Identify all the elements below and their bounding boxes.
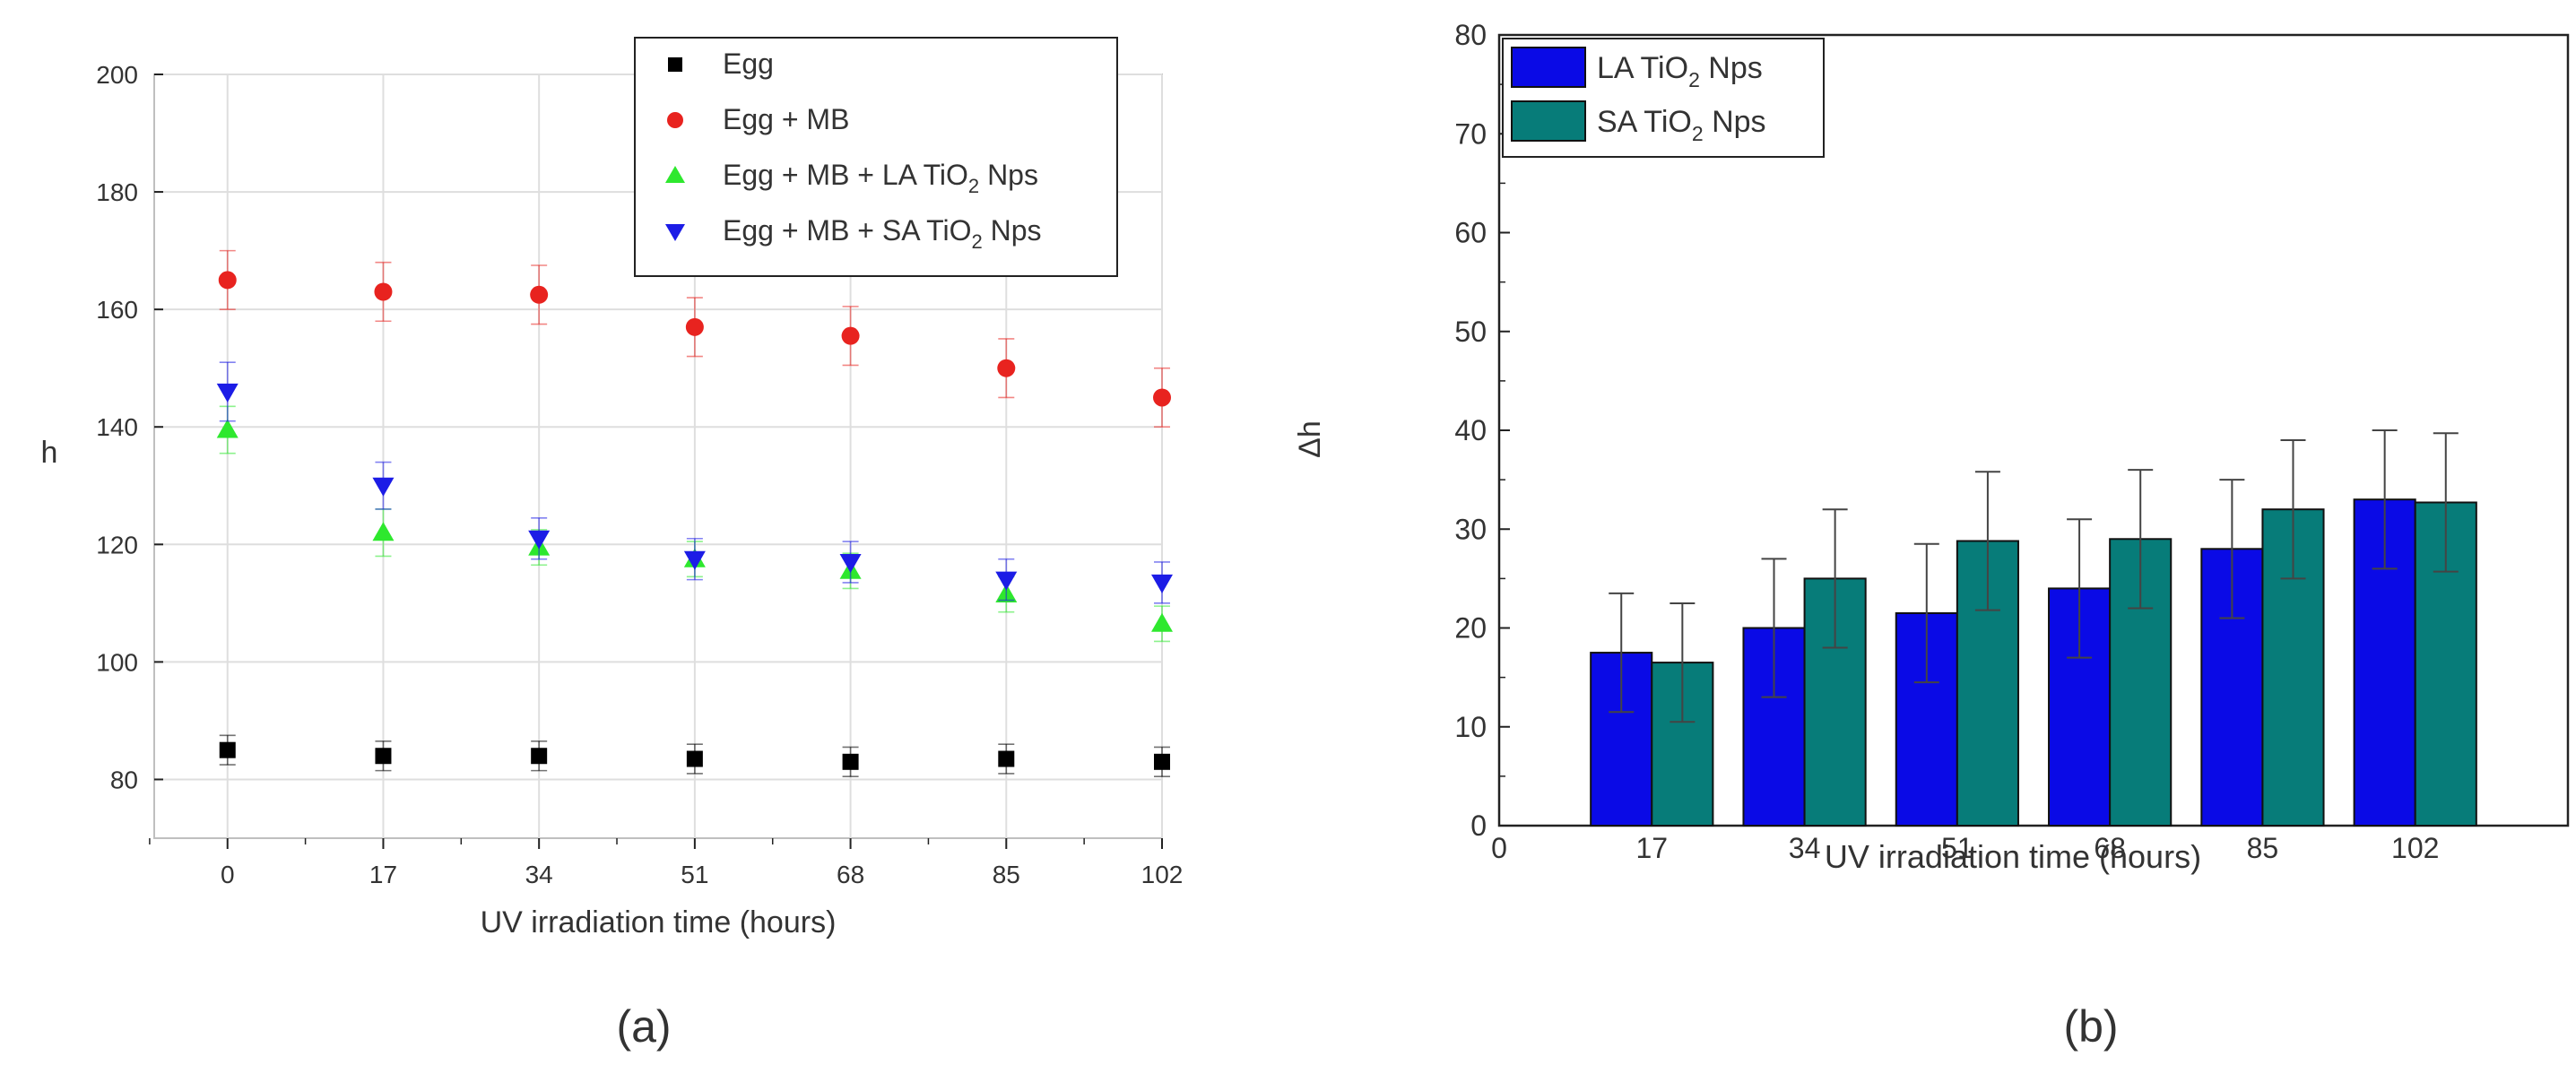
a-point-egg-mb-la-tio2-nps-17 — [372, 522, 395, 541]
a-point-egg-mb-102 — [1153, 388, 1171, 407]
b-error-bar — [2372, 429, 2398, 570]
a-point-egg-0 — [219, 741, 236, 758]
a-x-tick-label-51: 51 — [681, 861, 708, 888]
b-y-tick-label-80: 80 — [1454, 19, 1487, 51]
a-y-tick-label-200: 200 — [96, 61, 138, 89]
panel-a-axes: 80 100 120 140 160 180 200 0 17 34 51 68 85 102 — [96, 61, 1183, 888]
a-legend-entry-egg-mb: Egg + MB — [723, 103, 849, 135]
a-x-tick-label-34: 34 — [525, 861, 553, 888]
a-y-tick-label-180: 180 — [96, 178, 138, 206]
a-point-egg-mb-sa-tio2-nps-34 — [528, 530, 551, 550]
a-point-egg-mb-sa-tio2-nps-102 — [1151, 574, 1173, 593]
b-error-bar — [1609, 592, 1635, 714]
a-legend-swatch-egg-mb-sa-tio2-nps — [665, 224, 685, 241]
b-error-bar — [2067, 518, 2093, 659]
a-point-egg-68 — [842, 753, 859, 770]
panel-a-data-series — [216, 249, 1173, 777]
a-x-tick-label-85: 85 — [993, 861, 1020, 888]
b-x-tick-label-51: 51 — [1941, 832, 1973, 864]
a-legend-entry-egg: Egg — [723, 48, 774, 80]
panel-b-axes: 0 10 20 30 40 50 60 70 80 0 17 34 51 68 85 102 — [1454, 19, 2439, 864]
b-x-tick-label-34: 34 — [1789, 832, 1821, 864]
b-error-bar — [1974, 471, 2000, 611]
b-error-bar — [1761, 558, 1787, 698]
b-error-bar — [1913, 542, 1939, 684]
a-point-egg-mb-sa-tio2-nps-51 — [683, 550, 706, 570]
b-legend-entry-la-tio2-nps: LA TiO2 Nps — [1597, 51, 1763, 91]
a-legend-swatch-egg — [668, 57, 682, 72]
panel-b-legend: LA TiO2 Nps SA TiO2 Nps — [1502, 38, 1825, 158]
panel-b-data-series — [1590, 429, 2477, 827]
b-x-tick-label-68: 68 — [2094, 832, 2126, 864]
b-x-tick-label-102: 102 — [2391, 832, 2439, 864]
a-x-tick-label-102: 102 — [1141, 861, 1184, 888]
b-x-tick-label-17: 17 — [1635, 832, 1668, 864]
panel-b-label: (b) — [2063, 1001, 2118, 1052]
a-point-egg-mb-17 — [374, 282, 393, 301]
b-legend-entry-sa-tio2-nps: SA TiO2 Nps — [1597, 105, 1766, 145]
panel-a-x-axis-label: UV irradiation time (hours) — [481, 905, 837, 939]
b-legend-swatch-sa-tio2-nps — [1511, 100, 1586, 142]
a-x-tick-label-0: 0 — [221, 861, 235, 888]
b-y-tick-label-40: 40 — [1454, 414, 1487, 446]
a-legend-box — [634, 37, 1118, 277]
a-legend-swatch-egg-mb-la-tio2-nps — [665, 166, 685, 183]
a-point-egg-mb-sa-tio2-nps-85 — [995, 571, 1018, 591]
b-error-bar — [2128, 469, 2154, 610]
panel-a-legend: Egg Egg + MB Egg + MB + LA TiO2 Nps Egg + M… — [634, 37, 1118, 277]
a-y-tick-label-120: 120 — [96, 531, 138, 558]
b-error-bar — [2219, 479, 2245, 619]
a-legend-entry-egg-mb-sa-tio2-nps: Egg + MB + SA TiO2 Nps — [723, 214, 1042, 253]
a-x-tick-label-68: 68 — [837, 861, 864, 888]
b-y-tick-label-60: 60 — [1454, 217, 1487, 249]
b-error-bar — [2433, 432, 2459, 573]
a-point-egg-mb-sa-tio2-nps-68 — [839, 553, 862, 573]
b-error-bar — [1670, 602, 1696, 723]
a-point-egg-mb-la-tio2-nps-102 — [1151, 612, 1173, 632]
a-legend-swatch-egg-mb — [667, 112, 683, 128]
b-x-tick-label-origin: 0 — [1491, 832, 1507, 864]
a-point-egg-mb-34 — [530, 285, 549, 304]
a-point-egg-34 — [531, 748, 548, 765]
a-point-egg-17 — [375, 748, 392, 765]
panel-b-x-axis-label: UV irradiation time (hours) — [1825, 838, 2201, 875]
a-y-tick-label-100: 100 — [96, 648, 138, 676]
b-x-tick-label-85: 85 — [2247, 832, 2279, 864]
b-error-bar — [2280, 439, 2306, 580]
b-y-tick-label-50: 50 — [1454, 316, 1487, 348]
a-series-egg-mb-sa-tio2-nps — [216, 361, 1173, 604]
a-point-egg-102 — [1154, 753, 1170, 770]
b-y-tick-label-70: 70 — [1454, 117, 1487, 150]
a-x-tick-label-17: 17 — [369, 861, 397, 888]
a-point-egg-mb-sa-tio2-nps-17 — [372, 477, 395, 497]
a-y-tick-label-160: 160 — [96, 296, 138, 324]
a-legend-entry-egg-mb-la-tio2-nps: Egg + MB + LA TiO2 Nps — [723, 159, 1038, 197]
a-point-egg-mb-51 — [685, 317, 704, 336]
a-point-egg-mb-sa-tio2-nps-0 — [216, 383, 239, 403]
panel-b-bar-chart: 0 10 20 30 40 50 60 70 80 0 17 34 51 68 85 102 LA TiO2 … — [1293, 19, 2570, 1052]
a-point-egg-51 — [686, 750, 703, 767]
panel-b-y-axis-label: Δh — [1293, 420, 1327, 458]
a-y-tick-label-80: 80 — [110, 766, 138, 793]
b-y-tick-label-0: 0 — [1470, 810, 1487, 842]
b-legend-swatch-la-tio2-nps — [1511, 47, 1586, 88]
panel-a-y-axis-label: h — [41, 436, 58, 470]
b-error-bar — [1822, 508, 1848, 649]
a-point-egg-mb-68 — [841, 326, 860, 345]
panel-a-label: (a) — [616, 1001, 671, 1052]
b-y-tick-label-30: 30 — [1454, 513, 1487, 545]
b-y-tick-label-10: 10 — [1454, 711, 1487, 743]
a-point-egg-85 — [998, 750, 1015, 767]
b-y-tick-label-20: 20 — [1454, 612, 1487, 645]
a-point-egg-mb-la-tio2-nps-0 — [216, 419, 239, 438]
a-series-egg — [219, 734, 1170, 777]
a-point-egg-mb-85 — [997, 359, 1016, 377]
b-bar-sa-tio2-nps-17 — [1651, 662, 1714, 827]
a-series-egg-mb — [218, 249, 1171, 429]
a-point-egg-mb-0 — [218, 271, 237, 290]
a-y-tick-label-140: 140 — [96, 413, 138, 441]
